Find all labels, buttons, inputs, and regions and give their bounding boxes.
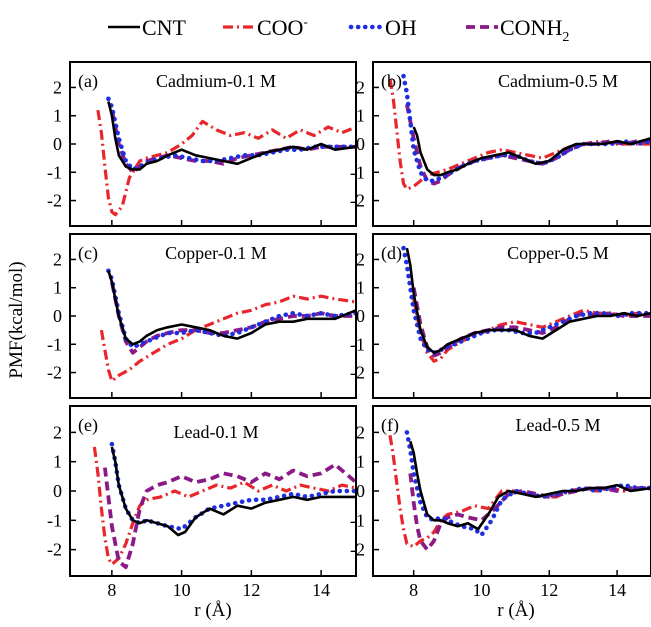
y-tick-label: 2	[356, 422, 365, 442]
y-tick-label: -2	[47, 363, 62, 383]
series-line-coo	[99, 294, 356, 383]
x-tick-label: 10	[173, 580, 191, 600]
y-tick-label: -2	[47, 191, 62, 211]
panel-tag: (a)	[78, 71, 98, 92]
legend: CNT COO- OH CONH2	[108, 14, 569, 45]
chart-panel-a: 2 1 0 -1 -2 (a) Cadmium-0.1 M	[47, 61, 357, 227]
y-tick-label: -1	[350, 162, 365, 182]
y-tick-label: -2	[47, 540, 62, 560]
legend-item: OH	[348, 15, 417, 40]
series-line-oh	[401, 245, 651, 356]
panel-tag: (f)	[381, 415, 399, 436]
y-tick-label: -1	[350, 334, 365, 354]
x-tick-label: 8	[409, 580, 418, 600]
panel-tag: (c)	[78, 243, 98, 264]
panel-title: Copper-0.5 M	[507, 243, 609, 263]
y-tick-label: 1	[356, 278, 365, 298]
y-tick-label: 0	[53, 481, 62, 501]
y-tick-label: 2	[356, 77, 365, 97]
y-tick-label: -1	[47, 162, 62, 182]
y-tick-label: 1	[53, 106, 62, 126]
panel-title: Cadmium-0.1 M	[156, 71, 276, 91]
series-line-cnt	[110, 446, 356, 537]
y-tick-label: 0	[356, 481, 365, 501]
y-tick-label: -2	[350, 540, 365, 560]
series-line-cnt	[409, 440, 651, 531]
x-tick-label: 14	[312, 580, 330, 600]
y-tick-label: -1	[47, 510, 62, 530]
legend-item: CONH2	[466, 15, 569, 45]
series-line-cnt	[107, 101, 356, 171]
panel-title: Lead-0.5 M	[516, 415, 601, 435]
series-line-oh	[106, 96, 356, 172]
legend-item: CNT	[108, 15, 187, 40]
y-tick-label: 1	[53, 452, 62, 472]
panel-grid: 210-1-2(a) Cadmium-0.1 M 210-1-2(b) Cadmium…	[47, 61, 651, 600]
series-line-oh	[106, 268, 356, 350]
series-line-coo	[96, 109, 356, 217]
y-tick-label: -1	[350, 510, 365, 530]
chart-panel-f: 210-1-28 10 12 14(f) Lead-0.5 M	[350, 405, 651, 600]
series-line-oh	[401, 73, 651, 184]
y-tick-label: 1	[356, 452, 365, 472]
series-line-cnt	[412, 126, 651, 177]
y-tick-label: 2	[53, 249, 62, 269]
x-tick-label: 8	[107, 580, 116, 600]
series-line-cnt	[107, 270, 356, 346]
x-tick-label: 12	[242, 580, 260, 600]
series-line-oh	[404, 430, 651, 538]
x-axis-label-left: r (Å)	[194, 600, 231, 621]
panel-title: Cadmium-0.5 M	[498, 71, 618, 91]
legend-label: OH	[385, 15, 417, 40]
series-line-conh2	[103, 462, 356, 570]
chart-panel-b: 2 1 0 -1 -2 (b) Cadmium-0.5 M	[350, 61, 651, 227]
series-line-cnt	[405, 247, 651, 355]
y-tick-label: -2	[350, 191, 365, 211]
chart-panel-d: 2 1 0 -1 -2 (d) Copper-0.5 M	[350, 233, 651, 399]
legend-item: COO-	[223, 14, 308, 40]
x-axis-label-right: r (Å)	[497, 600, 534, 621]
y-tick-label: 2	[53, 77, 62, 97]
panel-title: Lead-0.1 M	[174, 422, 259, 442]
chart-panel-e: 210-1-28 10 12 14(e) Lead-0.1 M	[47, 405, 357, 600]
y-tick-label: 0	[53, 306, 62, 326]
y-tick-label: 0	[356, 306, 365, 326]
x-tick-label: 14	[608, 580, 626, 600]
panel-tag: (e)	[78, 415, 98, 436]
x-tick-label: 12	[540, 580, 558, 600]
y-tick-label: 1	[53, 278, 62, 298]
y-tick-label: 2	[356, 249, 365, 269]
legend-label: CNT	[142, 15, 187, 40]
y-tick-label: -2	[350, 363, 365, 383]
panel-tag: (d)	[381, 243, 402, 264]
y-tick-label: 0	[53, 134, 62, 154]
panel-tag: (b)	[381, 71, 402, 92]
panel-title: Copper-0.1 M	[165, 243, 267, 263]
legend-label: COO-	[257, 14, 308, 40]
legend-label: CONH2	[500, 15, 569, 45]
y-tick-label: 1	[356, 106, 365, 126]
y-tick-label: -1	[47, 334, 62, 354]
x-tick-label: 10	[472, 580, 490, 600]
y-tick-label: 0	[356, 134, 365, 154]
y-tick-label: 2	[53, 422, 62, 442]
series-line-coo	[92, 446, 356, 566]
chart-panel-c: 2 1 0 -1 -2 (c) Copper-0.1 M	[47, 233, 357, 399]
series-line-coo	[412, 298, 651, 363]
y-axis-label: PMF(kcal/mol)	[6, 261, 27, 378]
